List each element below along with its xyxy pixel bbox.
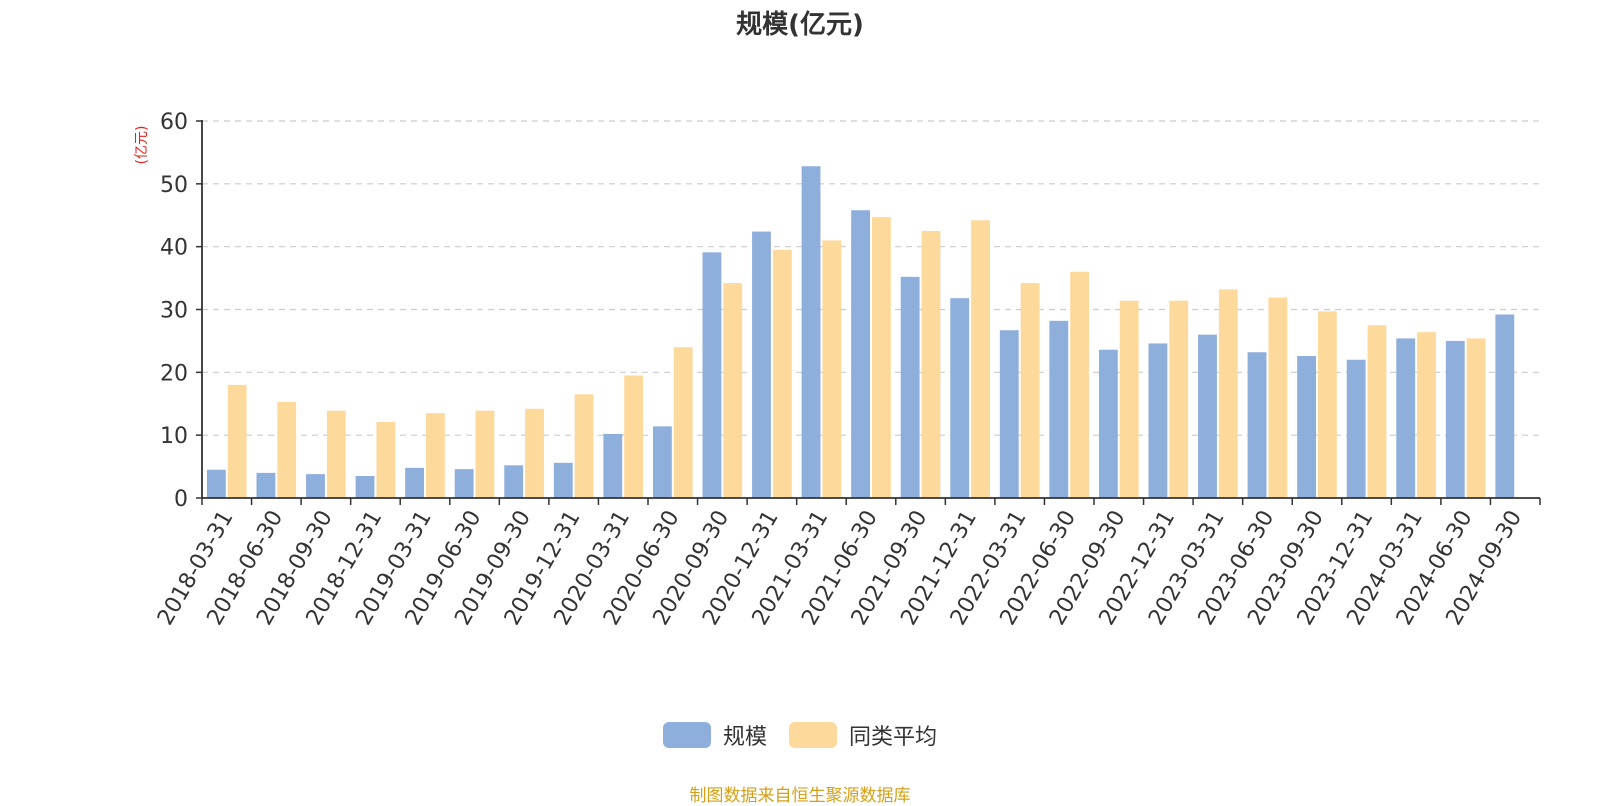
x-tick-labels: 2018-03-312018-06-302018-09-302018-12-31… <box>153 506 1527 629</box>
bars <box>206 166 1515 499</box>
bar-peer-average[interactable] <box>326 410 346 498</box>
axes <box>201 120 1541 505</box>
y-axis-label: (亿元) <box>134 126 150 165</box>
bar-peer-average[interactable] <box>277 401 297 498</box>
bar-scale[interactable] <box>1198 334 1217 498</box>
bar-scale[interactable] <box>900 276 920 498</box>
bar-scale[interactable] <box>1049 320 1069 498</box>
bar-scale[interactable] <box>1396 338 1416 498</box>
bar-peer-average[interactable] <box>871 217 891 498</box>
bar-scale[interactable] <box>454 469 474 498</box>
bar-scale[interactable] <box>1098 349 1118 498</box>
bar-peer-average[interactable] <box>822 240 842 498</box>
legend-label-peer-average: 同类平均 <box>849 725 938 750</box>
bar-scale[interactable] <box>256 472 276 498</box>
y-tick-label: 0 <box>174 487 188 512</box>
bar-scale[interactable] <box>851 210 871 498</box>
y-tick-labels: 0 10 20 30 40 50 60 <box>160 110 188 512</box>
bar-scale[interactable] <box>553 462 573 498</box>
bar-peer-average[interactable] <box>1169 300 1189 498</box>
bar-scale[interactable] <box>1148 343 1168 498</box>
bar-peer-average[interactable] <box>1367 325 1387 498</box>
bar-scale[interactable] <box>752 231 771 498</box>
bar-peer-average[interactable] <box>525 408 544 498</box>
bar-peer-average[interactable] <box>376 421 396 498</box>
bar-scale[interactable] <box>702 252 722 498</box>
bar-scale[interactable] <box>603 433 623 498</box>
bar-scale[interactable] <box>1445 340 1465 498</box>
legend-swatch-scale <box>662 722 711 748</box>
bar-scale[interactable] <box>504 465 524 498</box>
bar-scale[interactable] <box>206 469 226 498</box>
bar-peer-average[interactable] <box>475 410 495 498</box>
bar-scale[interactable] <box>1495 314 1515 498</box>
legend-item-scale[interactable]: 规模 <box>662 719 767 751</box>
bar-peer-average[interactable] <box>624 375 644 498</box>
y-tick-label: 10 <box>160 424 188 449</box>
grid-lines <box>196 120 1540 499</box>
chart-title: 规模(亿元) <box>736 10 864 40</box>
bar-peer-average[interactable] <box>1317 311 1337 498</box>
bar-scale[interactable] <box>1346 359 1366 498</box>
bar-scale[interactable] <box>652 426 672 498</box>
bar-scale[interactable] <box>1297 355 1317 498</box>
bar-scale[interactable] <box>801 166 821 499</box>
bar-peer-average[interactable] <box>574 394 594 498</box>
y-tick-label: 60 <box>160 110 188 135</box>
legend-swatch-peer-average <box>789 722 837 748</box>
y-tick-label: 50 <box>160 173 188 198</box>
bar-peer-average[interactable] <box>1466 338 1486 498</box>
bar-peer-average[interactable] <box>1070 271 1090 498</box>
bar-peer-average[interactable] <box>227 384 247 498</box>
y-tick-label: 30 <box>160 299 188 324</box>
legend-item-peer-average[interactable]: 同类平均 <box>789 719 937 751</box>
bar-scale[interactable] <box>1247 352 1267 498</box>
bar-scale[interactable] <box>950 298 970 498</box>
legend: 规模 同类平均 <box>0 719 1600 751</box>
bar-peer-average[interactable] <box>1218 289 1238 498</box>
bar-peer-average[interactable] <box>921 230 941 499</box>
bar-scale[interactable] <box>306 474 325 498</box>
bar-peer-average[interactable] <box>1268 297 1288 498</box>
bar-scale[interactable] <box>355 476 375 498</box>
bar-peer-average[interactable] <box>772 249 792 498</box>
bar-peer-average[interactable] <box>723 283 743 498</box>
source-note: 制图数据来自恒生聚源数据库 <box>689 786 911 806</box>
legend-label-scale: 规模 <box>722 725 767 750</box>
bar-peer-average[interactable] <box>971 220 990 498</box>
bar-peer-average[interactable] <box>1119 300 1139 498</box>
y-tick-label: 40 <box>160 236 188 261</box>
bar-scale[interactable] <box>999 330 1019 498</box>
y-tick-label: 20 <box>160 361 188 386</box>
bar-peer-average[interactable] <box>1020 283 1040 498</box>
bar-peer-average[interactable] <box>1417 332 1436 498</box>
bar-peer-average[interactable] <box>673 347 693 498</box>
bar-scale[interactable] <box>405 467 425 498</box>
bar-peer-average[interactable] <box>425 413 445 498</box>
